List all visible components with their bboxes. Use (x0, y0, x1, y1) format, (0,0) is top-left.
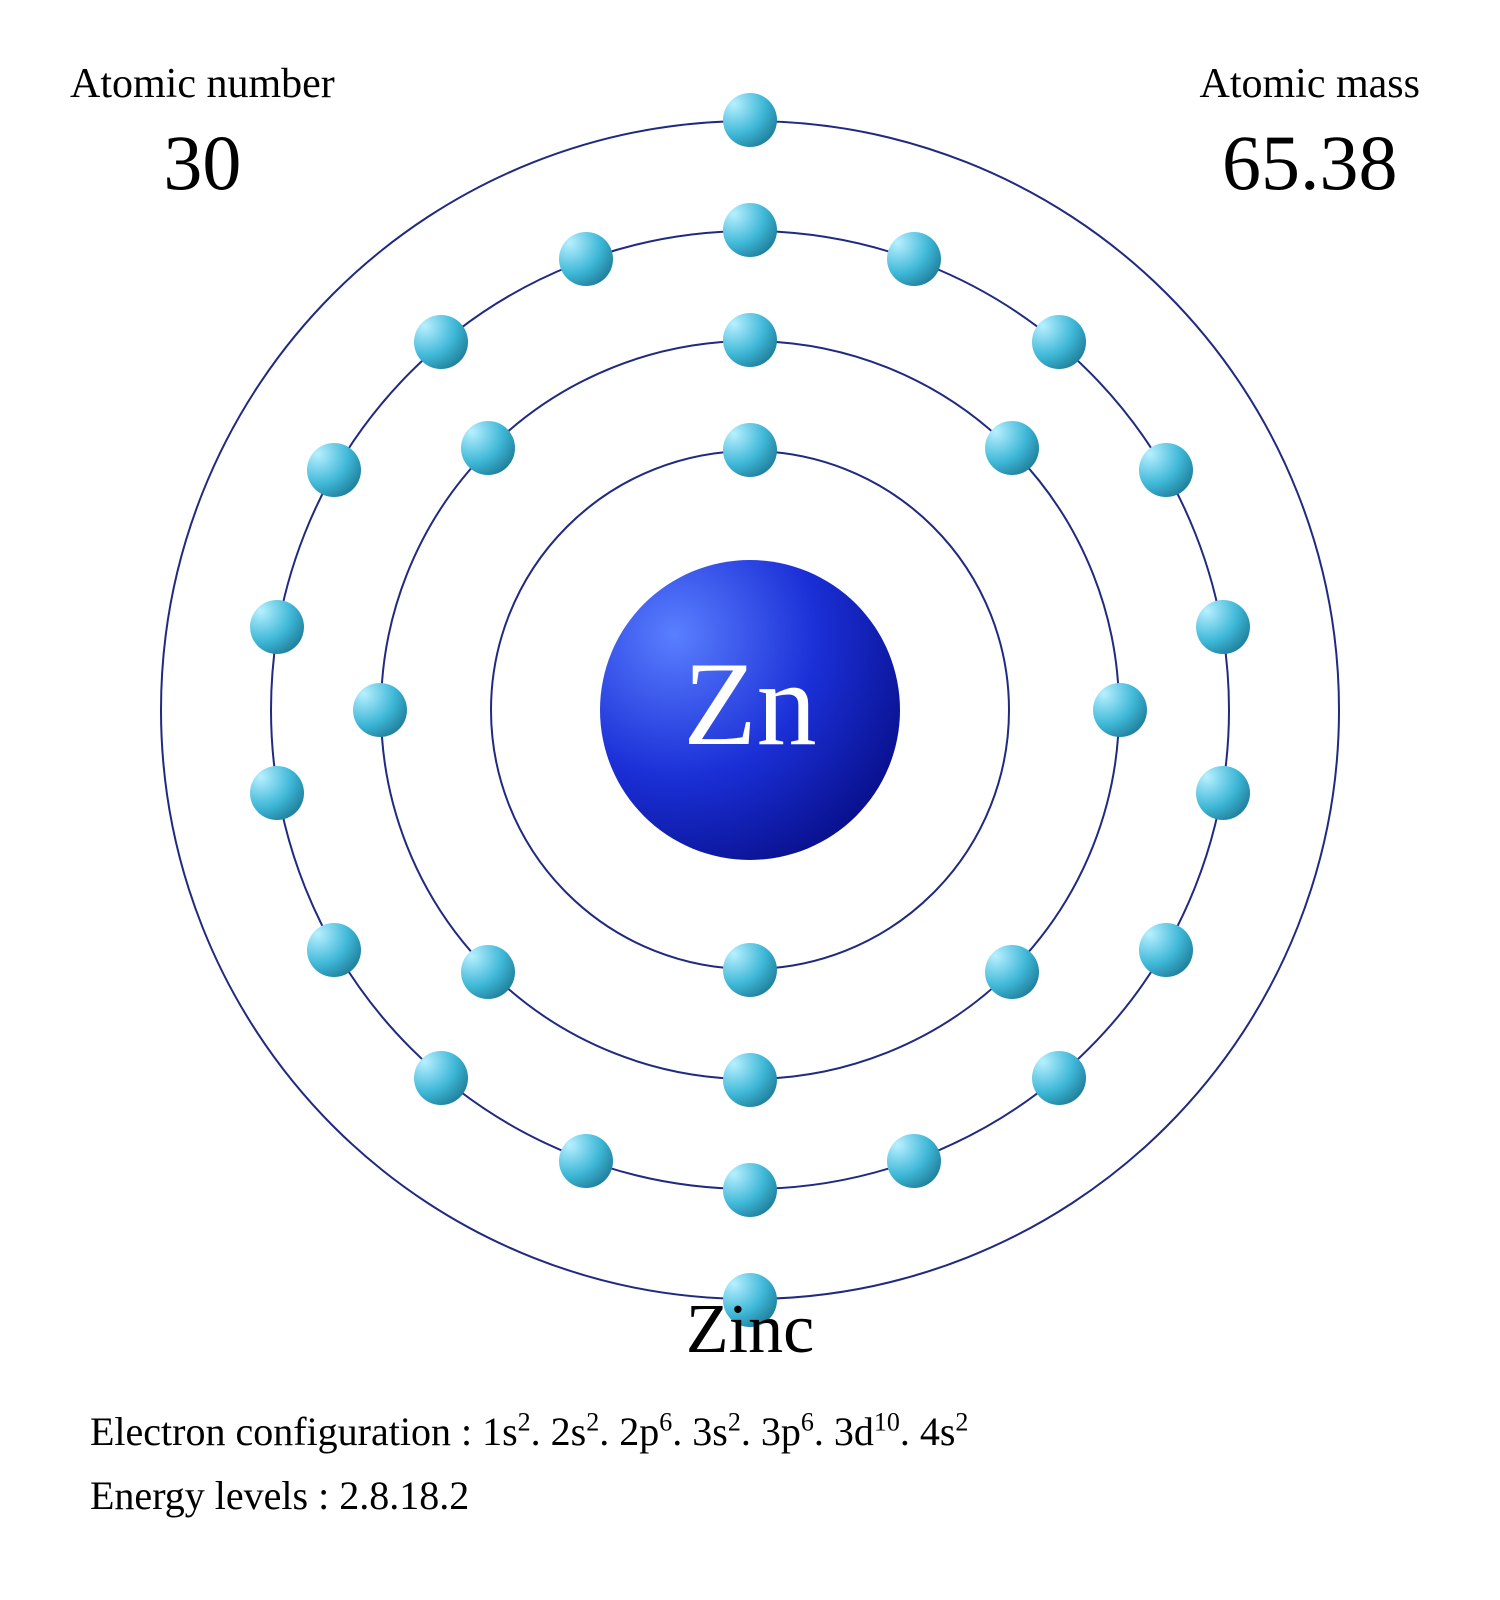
electron (887, 1134, 941, 1188)
energy-levels-label: Energy levels : (90, 1473, 339, 1518)
electron (723, 943, 777, 997)
element-name: Zinc (0, 1290, 1500, 1370)
electron (1139, 443, 1193, 497)
electron-config-terms: 1s2. 2s2. 2p6. 3s2. 3p6. 3d10. 4s2 (482, 1409, 968, 1454)
electron-config-term: 1s2 (482, 1409, 531, 1454)
electron (985, 421, 1039, 475)
electron-config-term: 3p6 (761, 1409, 814, 1454)
electron (723, 1053, 777, 1107)
electron (1139, 923, 1193, 977)
electron (985, 945, 1039, 999)
electron-config-label: Electron configuration : (90, 1409, 482, 1454)
nucleus-symbol: Zn (683, 635, 816, 773)
electron (307, 443, 361, 497)
electron (723, 1163, 777, 1217)
electron (250, 600, 304, 654)
electron (887, 232, 941, 286)
electron-config-term: 3s2 (692, 1409, 741, 1454)
electron (723, 203, 777, 257)
electron (461, 945, 515, 999)
energy-levels-value: 2.8.18.2 (339, 1473, 469, 1518)
config-block: Electron configuration : 1s2. 2s2. 2p6. … (90, 1400, 968, 1528)
electron (1032, 1051, 1086, 1105)
electron (1196, 600, 1250, 654)
electron (1196, 766, 1250, 820)
energy-levels-line: Energy levels : 2.8.18.2 (90, 1464, 968, 1528)
electron (559, 232, 613, 286)
nucleus: Zn (600, 560, 900, 860)
electron (723, 93, 777, 147)
electron-config-term: 2p6 (619, 1409, 672, 1454)
electron (1032, 315, 1086, 369)
electron (723, 313, 777, 367)
electron (414, 1051, 468, 1105)
electron (723, 423, 777, 477)
electron (353, 683, 407, 737)
electron (1093, 683, 1147, 737)
electron-config-term: 2s2 (551, 1409, 600, 1454)
electron-config-term: 3d10 (834, 1409, 900, 1454)
atom-diagram: Zn (120, 80, 1380, 1340)
electron-config-term: 4s2 (920, 1409, 969, 1454)
electron-config-line: Electron configuration : 1s2. 2s2. 2p6. … (90, 1400, 968, 1464)
electron (307, 923, 361, 977)
electron (559, 1134, 613, 1188)
